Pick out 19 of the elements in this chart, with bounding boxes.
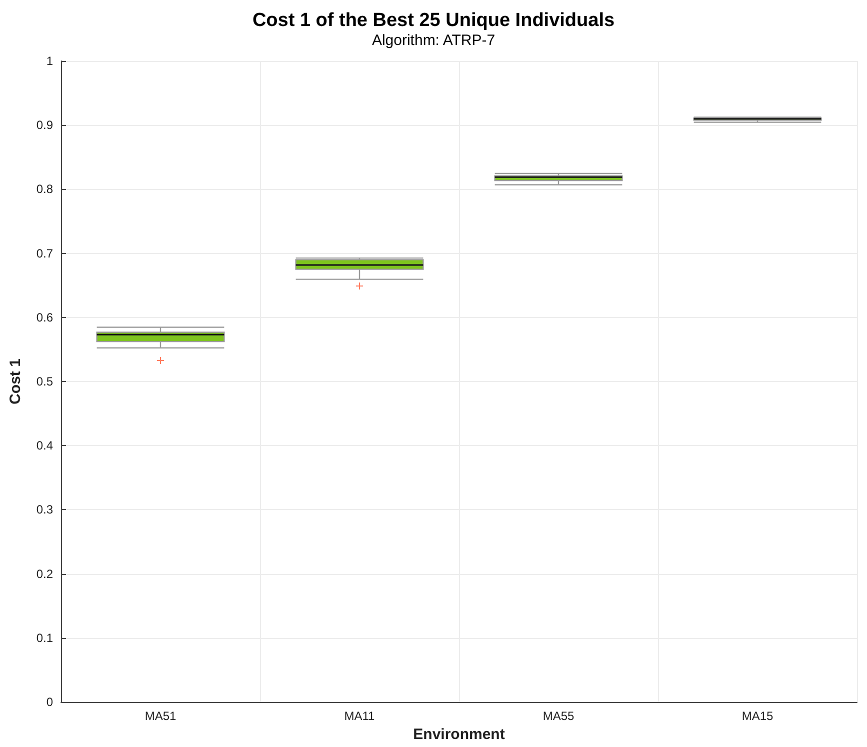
y-tick-label: 0.3 [36, 502, 54, 517]
y-tick-label: 0.5 [36, 374, 54, 388]
x-axis-title: Environment [413, 726, 505, 743]
y-tick-label: 1 [46, 54, 54, 68]
y-axis-title: Cost 1 [7, 358, 24, 404]
chart-title: Cost 1 of the Best 25 Unique Individuals [252, 10, 615, 31]
x-tick-label: MA15 [742, 709, 774, 723]
y-tick-label: 0.1 [36, 630, 54, 645]
x-tick-label: MA11 [344, 709, 376, 723]
y-tick-label: 0 [46, 695, 54, 709]
chart-subtitle: Algorithm: ATRP-7 [372, 32, 496, 49]
y-tick-label: 0.2 [36, 566, 54, 581]
y-tick-label: 0.6 [36, 310, 54, 324]
y-tick-label: 0.4 [36, 438, 54, 453]
x-tick-label: MA51 [144, 709, 176, 723]
y-tick-label: 0.8 [36, 182, 54, 196]
x-tick-label: MA55 [542, 709, 574, 723]
y-tick-label: 0.7 [36, 246, 54, 260]
y-tick-label: 0.9 [36, 118, 54, 132]
